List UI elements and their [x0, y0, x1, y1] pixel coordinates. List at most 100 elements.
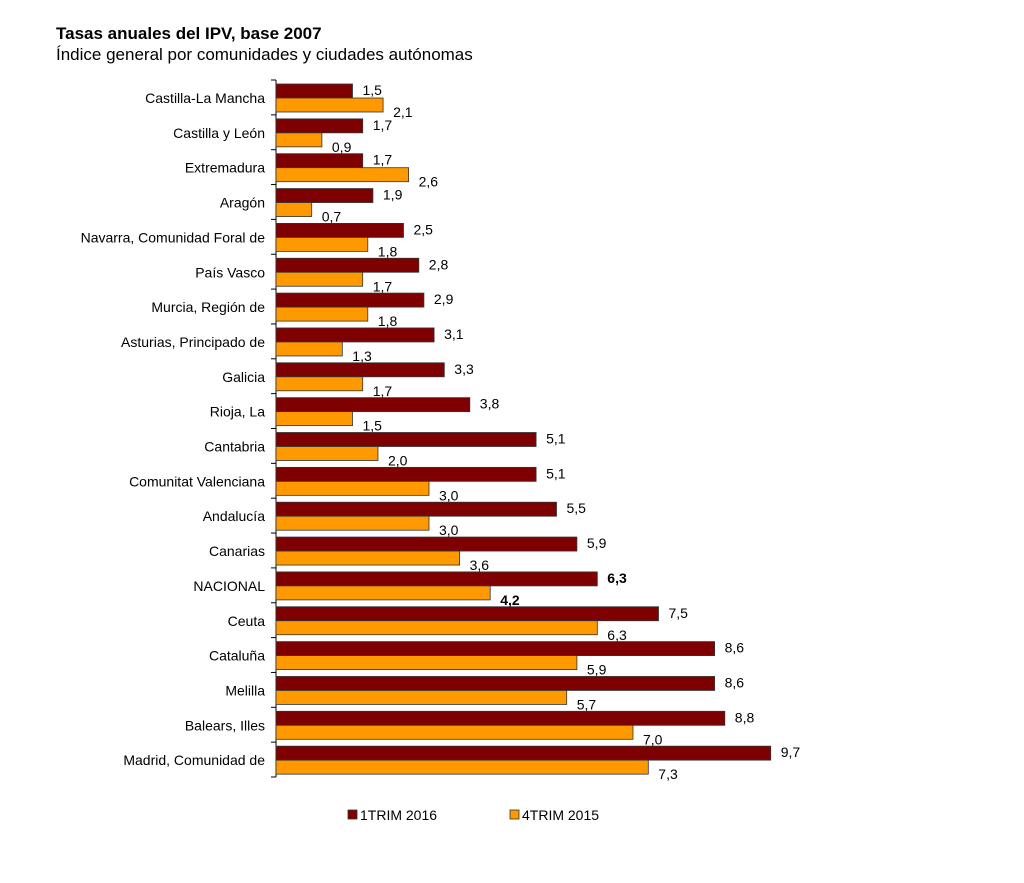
legend-swatch	[347, 809, 358, 820]
bar-4trim-2015	[275, 515, 430, 531]
category-label: Navarra, Comunidad Foral de	[81, 229, 266, 245]
category-label: Melilla	[225, 682, 265, 698]
bar-4trim-2015	[275, 480, 430, 496]
data-label: 2,1	[393, 104, 413, 120]
legend-label: 1TRIM 2016	[360, 807, 437, 823]
category-label: Comunitat Valenciana	[129, 473, 265, 489]
bar-4trim-2015	[275, 759, 649, 775]
category-label: Castilla y León	[173, 125, 265, 141]
data-label: 1,5	[363, 82, 383, 98]
bar-4trim-2015	[275, 655, 578, 670]
bar-1trim-2016	[275, 745, 772, 761]
data-label: 1,8	[378, 313, 398, 329]
data-label: 1,8	[378, 243, 398, 259]
bar-1trim-2016	[275, 292, 425, 308]
bar-4trim-2015	[275, 690, 568, 705]
data-label: 1,3	[352, 348, 372, 364]
category-label: Aragón	[220, 195, 265, 211]
data-label: 1,7	[373, 152, 393, 168]
data-label: 0,7	[322, 209, 342, 225]
bar-4trim-2015	[275, 132, 323, 148]
category-label: Castilla-La Mancha	[145, 90, 265, 106]
legend-label: 4TRIM 2015	[522, 807, 599, 823]
data-label: 5,5	[567, 500, 587, 516]
data-label: 1,5	[363, 418, 383, 434]
bar-1trim-2016	[275, 362, 445, 378]
category-label: NACIONAL	[193, 578, 265, 594]
data-label: 7,3	[658, 766, 678, 782]
bar-1trim-2016	[275, 536, 578, 552]
data-label: 5,7	[577, 696, 597, 712]
data-label: 3,6	[470, 557, 490, 573]
bar-1trim-2016	[275, 222, 404, 238]
data-label: 2,6	[419, 174, 439, 190]
bar-1trim-2016	[275, 118, 364, 134]
data-label: 3,0	[439, 522, 459, 538]
data-label: 5,1	[546, 431, 566, 447]
data-label: 1,7	[373, 278, 393, 294]
bar-4trim-2015	[275, 620, 598, 636]
bar-4trim-2015	[275, 585, 491, 601]
data-label: 3,1	[444, 326, 464, 342]
bar-1trim-2016	[275, 710, 726, 726]
category-label: Canarias	[209, 543, 265, 559]
category-label: Cataluña	[209, 648, 265, 664]
data-label: 9,7	[781, 744, 801, 760]
data-label: 6,3	[607, 627, 627, 643]
category-label: Asturias, Principado de	[121, 334, 265, 350]
bar-1trim-2016	[275, 257, 420, 273]
data-label: 2,5	[414, 221, 434, 237]
category-label: Murcia, Región de	[151, 299, 265, 315]
data-label: 4,2	[500, 592, 520, 608]
data-label: 5,9	[587, 535, 607, 551]
bar-1trim-2016	[275, 432, 537, 447]
category-label: Galicia	[222, 369, 265, 385]
category-label: Rioja, La	[210, 404, 265, 420]
bar-1trim-2016	[275, 466, 537, 482]
bar-1trim-2016	[275, 501, 557, 517]
data-label: 7,5	[669, 605, 689, 621]
category-label: Balears, Illes	[185, 717, 265, 733]
data-label: 8,8	[735, 709, 755, 725]
data-label: 3,8	[480, 396, 500, 412]
bar-4trim-2015	[275, 376, 364, 392]
bar-4trim-2015	[275, 306, 369, 322]
data-label: 7,0	[643, 731, 663, 747]
data-label: 2,9	[434, 291, 454, 307]
bar-4trim-2015	[275, 271, 364, 287]
bar-1trim-2016	[275, 397, 471, 413]
category-label: Cantabria	[204, 439, 265, 455]
category-label: Extremadura	[185, 160, 265, 176]
bar-4trim-2015	[275, 202, 313, 217]
chart-subtitle: Índice general por comunidades y ciudade…	[56, 45, 473, 64]
bar-4trim-2015	[275, 446, 379, 461]
bar-1trim-2016	[275, 327, 435, 343]
chart-title: Tasas anuales del IPV, base 2007	[56, 24, 322, 43]
category-label: Ceuta	[228, 613, 266, 629]
data-label: 5,9	[587, 662, 607, 678]
category-label: País Vasco	[195, 264, 265, 280]
bar-4trim-2015	[275, 411, 353, 427]
bar-4trim-2015	[275, 724, 634, 740]
bar-1trim-2016	[275, 606, 659, 622]
bar-1trim-2016	[275, 676, 716, 691]
data-label: 2,8	[429, 256, 449, 272]
bar-1trim-2016	[275, 571, 598, 587]
data-label: 2,0	[388, 453, 408, 469]
data-label: 5,1	[546, 465, 566, 481]
data-label: 6,3	[607, 570, 627, 586]
category-label: Madrid, Comunidad de	[123, 752, 265, 768]
category-label: Andalucía	[203, 508, 265, 524]
bar-4trim-2015	[275, 236, 369, 252]
bar-4trim-2015	[275, 97, 384, 113]
data-label: 0,9	[332, 139, 352, 155]
bar-4trim-2015	[275, 550, 461, 566]
bar-1trim-2016	[275, 83, 353, 99]
bar-4trim-2015	[275, 341, 343, 357]
bar-1trim-2016	[275, 153, 364, 169]
data-label: 8,6	[725, 674, 745, 690]
data-label: 1,7	[373, 383, 393, 399]
data-label: 1,7	[373, 117, 393, 133]
